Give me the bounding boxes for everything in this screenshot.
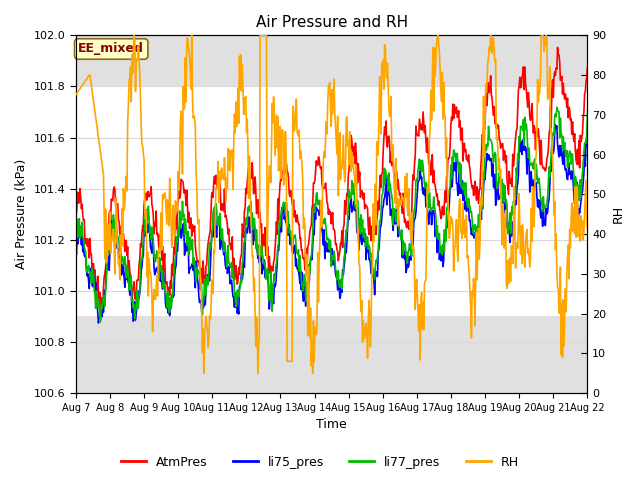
Title: Air Pressure and RH: Air Pressure and RH [255,15,408,30]
Y-axis label: Air Pressure (kPa): Air Pressure (kPa) [15,159,28,269]
Bar [76,36,588,86]
Bar [76,316,588,393]
Y-axis label: RH: RH [612,205,625,223]
X-axis label: Time: Time [316,419,347,432]
Text: EE_mixed: EE_mixed [78,43,144,56]
Legend: AtmPres, li75_pres, li77_pres, RH: AtmPres, li75_pres, li77_pres, RH [116,451,524,474]
